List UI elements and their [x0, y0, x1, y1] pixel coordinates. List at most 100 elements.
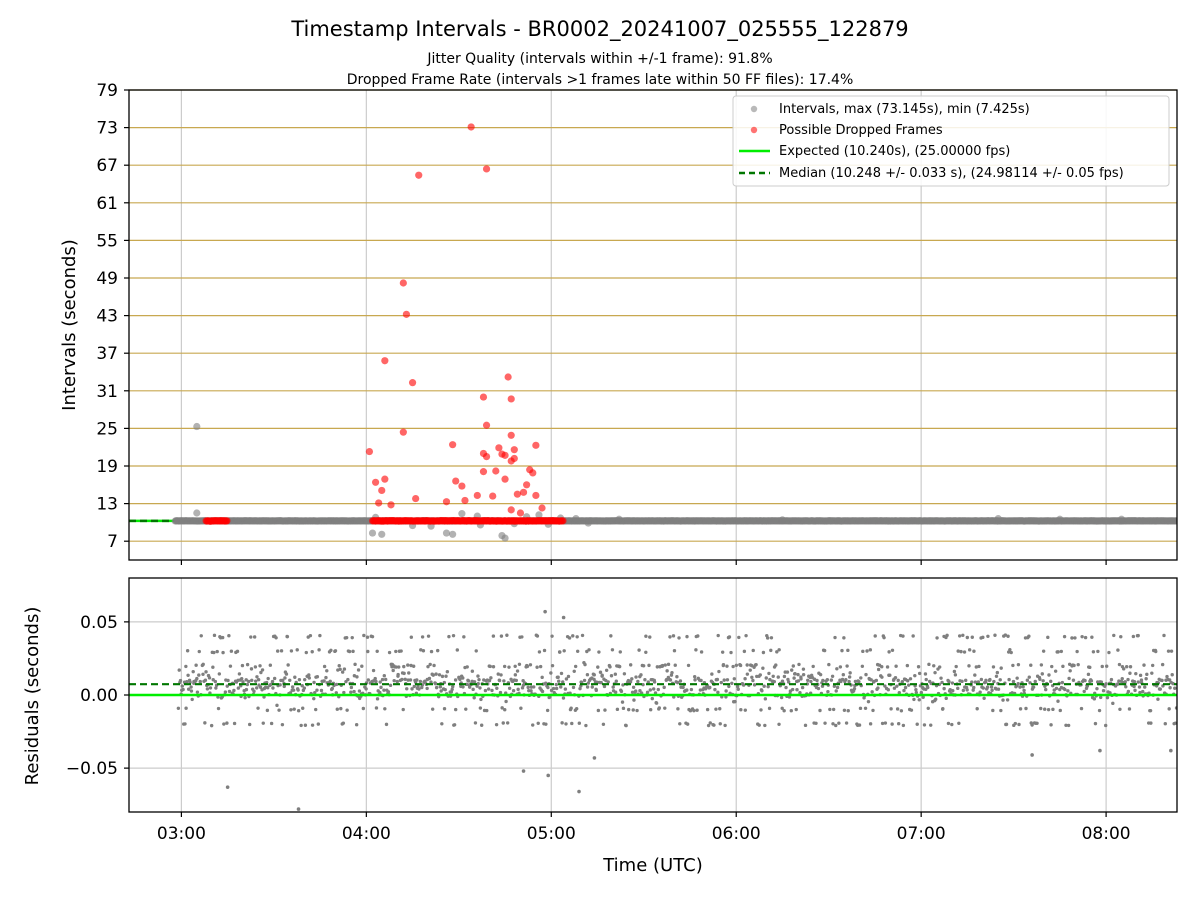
dropped-frame-point [507, 395, 515, 403]
residual-point [191, 669, 195, 674]
residual-point [827, 662, 831, 667]
residual-point [842, 636, 846, 640]
chart-subtitle-dropped: Dropped Frame Rate (intervals >1 frames … [347, 72, 854, 88]
residual-point [809, 679, 813, 684]
residual-point [628, 680, 633, 684]
residual-point [1109, 677, 1114, 682]
residual-point [333, 649, 338, 653]
residual-point [1144, 677, 1148, 681]
residual-point [370, 634, 375, 639]
residual-point [582, 678, 587, 683]
residual-point [491, 634, 496, 638]
residual-point [624, 723, 628, 728]
residual-point [621, 683, 625, 687]
residual-point [379, 685, 383, 690]
x-tick-label: 04:00 [342, 824, 391, 844]
residual-point [685, 722, 690, 726]
residual-point [1162, 633, 1166, 638]
residual-point [992, 679, 996, 684]
interval-point [994, 515, 1002, 523]
residual-point [494, 722, 499, 727]
residual-point [476, 674, 480, 678]
residual-point [637, 648, 641, 652]
interval-point [442, 529, 451, 537]
bottom-y-tick-label: −0.05 [66, 759, 118, 779]
residual-point [1142, 663, 1146, 667]
interval-point [1173, 517, 1177, 525]
residual-point [751, 678, 755, 683]
dropped-frame-point [495, 444, 503, 452]
residual-point [1169, 649, 1174, 653]
residual-point [1154, 649, 1158, 654]
residual-point [826, 689, 830, 694]
residual-point [380, 677, 385, 682]
residual-point [859, 676, 863, 680]
residual-point [1075, 649, 1079, 654]
residual-point [618, 650, 622, 654]
residual-point [567, 636, 572, 640]
residual-point [352, 674, 357, 678]
residual-point [1064, 723, 1068, 727]
residual-point [731, 664, 735, 669]
residual-point [232, 721, 237, 726]
residual-point [243, 695, 247, 700]
residual-point [857, 680, 861, 684]
residual-point [825, 677, 830, 682]
residual-point [948, 687, 952, 692]
residual-point [452, 723, 457, 727]
interval-point [584, 519, 592, 527]
residual-point [806, 678, 810, 682]
dropped-frame-point [519, 488, 528, 496]
residual-point [710, 672, 714, 676]
residual-point [312, 680, 316, 685]
residual-point [556, 675, 560, 679]
dropped-frame-point [559, 517, 567, 525]
residual-point [852, 686, 857, 691]
residual-point [751, 648, 755, 653]
residual-point [373, 676, 377, 681]
residual-point [225, 721, 229, 725]
residual-point [846, 648, 850, 653]
residual-point [1041, 649, 1046, 653]
residual-point [797, 662, 801, 667]
residual-point [654, 701, 659, 705]
residual-point [322, 679, 326, 683]
top-y-tick-label: 37 [96, 344, 118, 364]
residual-point [546, 685, 550, 690]
residual-point [540, 675, 544, 680]
residual-point [644, 650, 648, 654]
residual-point [489, 676, 493, 680]
residual-point [241, 680, 245, 684]
residual-point [786, 680, 791, 684]
residual-point [317, 648, 321, 652]
dropped-frame-point [399, 279, 407, 287]
residual-point [894, 664, 898, 668]
residual-point [384, 722, 389, 727]
residual-point [603, 708, 607, 712]
residual-point [668, 635, 672, 639]
residual-point [310, 723, 315, 727]
residual-point [635, 708, 639, 713]
residual-point [845, 664, 849, 668]
residual-point [520, 635, 524, 639]
residual-point [341, 721, 346, 725]
residual-point [950, 681, 955, 685]
dropped-frame-point [467, 123, 475, 131]
residual-point [258, 664, 262, 668]
residual-point [1024, 706, 1028, 711]
residual-point [550, 663, 555, 668]
dropped-frame-point [482, 453, 491, 461]
residual-point [275, 703, 279, 708]
residual-point [180, 684, 184, 688]
residual-point [947, 679, 951, 684]
residual-point [433, 682, 438, 686]
residual-point [1096, 649, 1100, 654]
residual-point [638, 689, 642, 693]
residual-point [914, 687, 918, 692]
top-y-tick-label: 31 [96, 382, 118, 402]
residual-point [453, 678, 458, 682]
residual-point [470, 669, 475, 673]
residual-point [535, 665, 539, 669]
residual-point [271, 686, 275, 690]
residual-point [630, 690, 635, 694]
